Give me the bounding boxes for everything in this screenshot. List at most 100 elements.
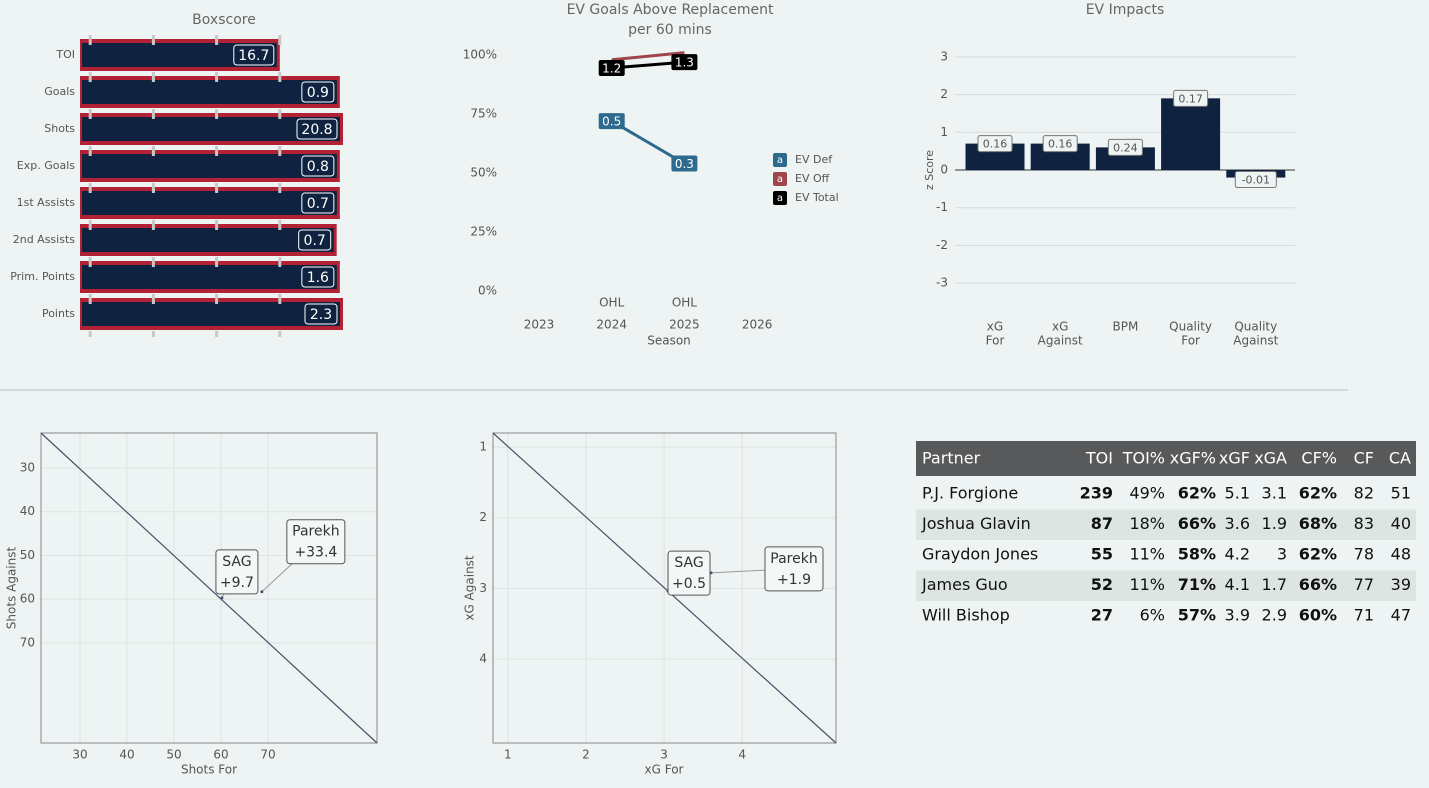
x-tick-label: 2023	[524, 318, 555, 332]
table-cell: 57%	[1178, 606, 1216, 625]
x-tick-label: 1	[504, 748, 512, 762]
x-tick-label: xG	[1052, 320, 1068, 334]
value-label: 0.5	[602, 115, 621, 129]
plot-frame	[40, 432, 378, 744]
legend-marker-box	[773, 172, 787, 186]
x-tick-label: For	[1181, 334, 1200, 348]
legend-marker: a	[777, 174, 783, 185]
value-label: 0.9	[307, 85, 329, 101]
y-axis-title: z Score	[923, 150, 936, 190]
x-tick-label: 2026	[742, 318, 773, 332]
table-cell: 87	[1091, 514, 1113, 533]
legend-label: EV Off	[795, 172, 830, 185]
table-header: CF	[1354, 449, 1374, 468]
value-label-box	[1234, 171, 1277, 189]
table-header: TOI%	[1122, 449, 1165, 468]
chart-subtitle: per 60 mins	[628, 22, 712, 38]
table-cell: 3	[1277, 545, 1287, 564]
x-tick-label: 2	[582, 748, 590, 762]
x-tick-label: 60	[213, 748, 228, 762]
table-cell: 62%	[1299, 484, 1337, 503]
y-tick-label: 2	[940, 87, 948, 101]
table-row-bg	[916, 509, 1416, 540]
value-label: 0.16	[983, 138, 1008, 151]
y-tick-label: 2	[479, 510, 487, 524]
table-cell: 18%	[1129, 514, 1165, 533]
chart-title: Boxscore	[192, 12, 256, 28]
table-cell: Will Bishop	[922, 606, 1010, 625]
point	[220, 596, 224, 600]
category-label: 1st Assists	[17, 196, 76, 209]
annotation-box	[215, 549, 259, 595]
table-cell: 2.9	[1262, 606, 1287, 625]
table-cell: 55	[1091, 545, 1113, 564]
annotation-label: +9.7	[220, 575, 254, 591]
table-header: xGA	[1254, 449, 1287, 468]
annotation-name: SAG	[674, 555, 703, 571]
legend-label: EV Total	[795, 191, 839, 204]
value-label: 0.24	[1113, 141, 1138, 154]
value-label-box	[301, 266, 335, 288]
table-cell: 48	[1391, 545, 1411, 564]
x-tick-label: Quality	[1234, 320, 1277, 334]
table-cell: 5.1	[1225, 484, 1250, 503]
x-tick-label: Quality	[1169, 320, 1212, 334]
value-label-box	[671, 155, 698, 172]
annotation-label: +33.4	[294, 545, 337, 561]
table-cell: James Guo	[921, 575, 1008, 594]
value-label-box	[301, 81, 335, 103]
table-cell: 1.9	[1262, 514, 1287, 533]
y-tick-label: 75%	[470, 107, 497, 121]
chart-title: EV Impacts	[1086, 2, 1165, 18]
table-header-bg	[916, 441, 1416, 476]
y-tick-label: 60	[20, 592, 35, 606]
x-tick-label: 70	[260, 748, 275, 762]
table-cell: 4.1	[1225, 575, 1250, 594]
table-cell: 66%	[1178, 514, 1216, 533]
table-header: CF%	[1301, 449, 1337, 468]
table-cell: 68%	[1299, 514, 1337, 533]
chart-title: EV Goals Above Replacement	[567, 2, 774, 18]
value-label-box	[1173, 89, 1209, 107]
value-label-box	[671, 54, 698, 71]
category-label: 2nd Assists	[13, 233, 76, 246]
legend-marker-box	[773, 191, 787, 205]
table-cell: 3.9	[1225, 606, 1250, 625]
value-label: -0.01	[1242, 174, 1270, 187]
y-tick-label: -2	[936, 238, 948, 252]
y-tick-label: 4	[479, 651, 487, 665]
legend-marker-box	[773, 153, 787, 167]
table-cell: 1.7	[1262, 575, 1287, 594]
table-cell: 27	[1091, 606, 1113, 625]
table-cell: 47	[1391, 606, 1411, 625]
value-label-box	[296, 118, 338, 140]
table-cell: Graydon Jones	[922, 545, 1038, 564]
table-row-bg	[916, 570, 1416, 601]
bar	[82, 191, 337, 215]
x-tick-label: 2025	[669, 318, 700, 332]
x-axis-title: Season	[647, 334, 691, 348]
y-axis-title: Shots Against	[5, 547, 19, 630]
value-label-box	[301, 155, 335, 177]
league-label: OHL	[672, 296, 697, 310]
y-tick-label: -3	[936, 276, 948, 290]
y-tick-label: 1	[940, 125, 948, 139]
table-header: Partner	[922, 449, 981, 468]
value-label-box	[233, 44, 275, 66]
table-cell: 4.2	[1225, 545, 1250, 564]
category-label: Points	[42, 307, 75, 320]
y-tick-label: 1	[479, 440, 487, 454]
legend-label: EV Def	[795, 153, 833, 166]
table-cell: 52	[1091, 575, 1113, 594]
legend-marker: a	[777, 193, 783, 204]
y-tick-label: -1	[936, 200, 948, 214]
x-tick-label: 30	[72, 748, 87, 762]
category-label: TOI	[55, 48, 75, 61]
y-tick-label: 50%	[470, 166, 497, 180]
value-label: 1.3	[675, 56, 694, 70]
table-cell: 71%	[1178, 575, 1216, 594]
value-label-box	[301, 192, 335, 214]
table-cell: 40	[1391, 514, 1411, 533]
plot-frame	[492, 432, 837, 744]
table-cell: 239	[1080, 484, 1113, 503]
